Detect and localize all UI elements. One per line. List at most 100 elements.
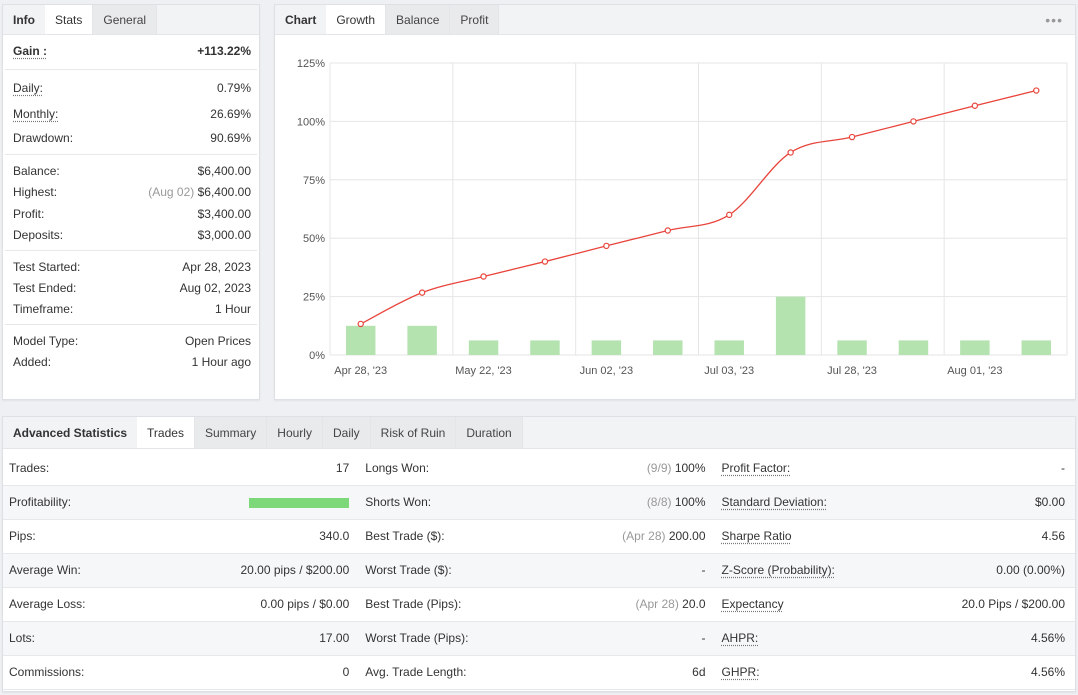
stat-value: (Apr 28) 20.0: [558, 587, 716, 622]
stat-value: -: [915, 451, 1075, 486]
table-row: Lots: 17.00 Worst Trade (Pips): - AHPR: 4.56%: [3, 621, 1075, 656]
chart-bar: [960, 340, 990, 355]
tab-trades[interactable]: Trades: [137, 417, 195, 448]
tab-daily[interactable]: Daily: [322, 417, 371, 448]
stat-label: Best Trade ($):: [359, 519, 559, 554]
x-tick-label: Aug 01, '23: [947, 365, 1002, 377]
x-tick-label: Apr 28, '23: [334, 365, 387, 377]
stat-label: Profitability:: [3, 485, 203, 520]
tab-risk-of-ruin[interactable]: Risk of Ruin: [370, 417, 457, 448]
highest-row: Highest: (Aug 02) $6,400.00: [13, 182, 251, 202]
growth-point: [418, 289, 426, 296]
growth-point: [664, 227, 671, 234]
stat-label[interactable]: GHPR:: [715, 655, 916, 690]
highest-label: Highest:: [13, 185, 58, 199]
test-ended-value: Aug 02, 2023: [179, 281, 251, 295]
model-type-label: Model Type:: [13, 334, 79, 348]
test-ended-label: Test Ended:: [13, 281, 77, 295]
stat-value: (Apr 28) 200.00: [558, 519, 716, 554]
tab-info[interactable]: Info: [13, 13, 35, 27]
stat-label[interactable]: Profit Factor:: [715, 451, 916, 486]
chart-bar: [837, 340, 867, 355]
advanced-statistics-panel: Advanced Statistics Trades Summary Hourl…: [2, 416, 1076, 692]
stat-label[interactable]: Standard Deviation:: [715, 485, 916, 520]
stat-label[interactable]: Z-Score (Probability):: [715, 553, 916, 588]
tab-balance[interactable]: Balance: [386, 5, 451, 34]
drawdown-row: Drawdown: 90.69%: [13, 128, 251, 148]
stat-value: 4.56%: [915, 655, 1075, 690]
advanced-title: Advanced Statistics: [13, 426, 128, 440]
chart-bar: [468, 340, 499, 355]
chart-bar: [407, 325, 437, 355]
monthly-value: 26.69%: [210, 107, 251, 121]
balance-value: $6,400.00: [197, 164, 251, 178]
x-tick-label: Jun 02, '23: [580, 365, 633, 377]
table-row: Profitability: Shorts Won: (8/8) 100% Stand…: [3, 485, 1075, 520]
growth-point: [726, 211, 733, 219]
profit-label: Profit:: [13, 207, 45, 221]
divider: [5, 154, 257, 155]
stat-label[interactable]: AHPR:: [715, 621, 916, 656]
tab-general[interactable]: General: [93, 5, 158, 34]
x-tick-label: May 22, '23: [455, 365, 512, 377]
monthly-label[interactable]: Monthly:: [13, 107, 59, 121]
balance-row: Balance: $6,400.00: [13, 161, 251, 181]
stat-value: [202, 485, 360, 520]
chart-tabs: Chart Growth Balance Profit: [275, 5, 1075, 35]
tab-chart[interactable]: Chart: [285, 13, 317, 27]
tab-growth[interactable]: Growth: [326, 5, 387, 34]
growth-point: [357, 320, 364, 328]
model-type-value: Open Prices: [184, 334, 251, 348]
tab-stats[interactable]: Stats: [45, 5, 94, 34]
stat-value: 6d: [558, 655, 716, 690]
growth-point: [480, 273, 487, 280]
timeframe-row: Timeframe: 1 Hour: [13, 299, 251, 319]
y-tick-label: 125%: [297, 58, 325, 70]
chart-bar: [1021, 340, 1052, 355]
stat-label[interactable]: Expectancy: [715, 587, 916, 622]
more-dots-icon[interactable]: •••: [1045, 12, 1063, 28]
stat-label: Commissions:: [3, 655, 203, 690]
daily-label[interactable]: Daily:: [13, 81, 44, 95]
divider: [5, 324, 257, 325]
timeframe-value: 1 Hour: [214, 302, 251, 316]
stat-note: (9/9): [646, 460, 675, 475]
test-started-row: Test Started: Apr 28, 2023: [13, 257, 251, 277]
timeframe-label: Timeframe:: [13, 302, 74, 316]
tab-profit[interactable]: Profit: [450, 5, 500, 34]
y-tick-label: 25%: [303, 292, 325, 304]
stat-value: -: [558, 621, 716, 656]
x-tick-label: Jul 28, '23: [827, 365, 877, 377]
advanced-tabs: Advanced Statistics Trades Summary Hourl…: [3, 417, 1075, 449]
stat-label: Best Trade (Pips):: [359, 587, 559, 622]
stat-label: Shorts Won:: [359, 485, 559, 520]
stat-value: 4.56%: [915, 621, 1075, 656]
deposits-label: Deposits:: [13, 228, 64, 242]
y-tick-label: 100%: [297, 116, 325, 128]
stat-label[interactable]: Sharpe Ratio: [715, 519, 916, 554]
info-panel: Info Stats General Gain : +113.22% Daily…: [2, 4, 260, 400]
profit-value: $3,400.00: [197, 207, 251, 221]
growth-point: [910, 118, 917, 125]
stat-value: 20.00 pips / $200.00: [202, 553, 360, 588]
stat-value: $0.00: [915, 485, 1075, 520]
chart-bar: [345, 325, 376, 355]
stat-note: (Apr 28): [622, 529, 669, 543]
model-type-row: Model Type: Open Prices: [13, 331, 251, 351]
highest-value: $6,400.00: [197, 185, 251, 199]
tab-hourly[interactable]: Hourly: [267, 417, 323, 448]
stat-value: 0.00 (0.00%): [915, 553, 1075, 588]
added-value: 1 Hour ago: [191, 355, 251, 369]
growth-point: [541, 258, 549, 265]
tab-summary[interactable]: Summary: [194, 417, 268, 448]
stat-label: Worst Trade (Pips):: [359, 621, 559, 656]
stat-label: Lots:: [3, 621, 203, 656]
chart-bar: [530, 340, 560, 355]
tab-duration[interactable]: Duration: [456, 417, 523, 448]
test-ended-row: Test Ended: Aug 02, 2023: [13, 278, 251, 298]
gain-label[interactable]: Gain :: [13, 44, 48, 58]
table-row: Average Loss: 0.00 pips / $0.00 Best Trade…: [3, 587, 1075, 622]
x-tick-label: Jul 03, '23: [704, 365, 754, 377]
drawdown-value: 90.69%: [210, 131, 251, 145]
table-row: Trades: 17 Longs Won: (9/9) 100% Profit Fact…: [3, 451, 1075, 486]
